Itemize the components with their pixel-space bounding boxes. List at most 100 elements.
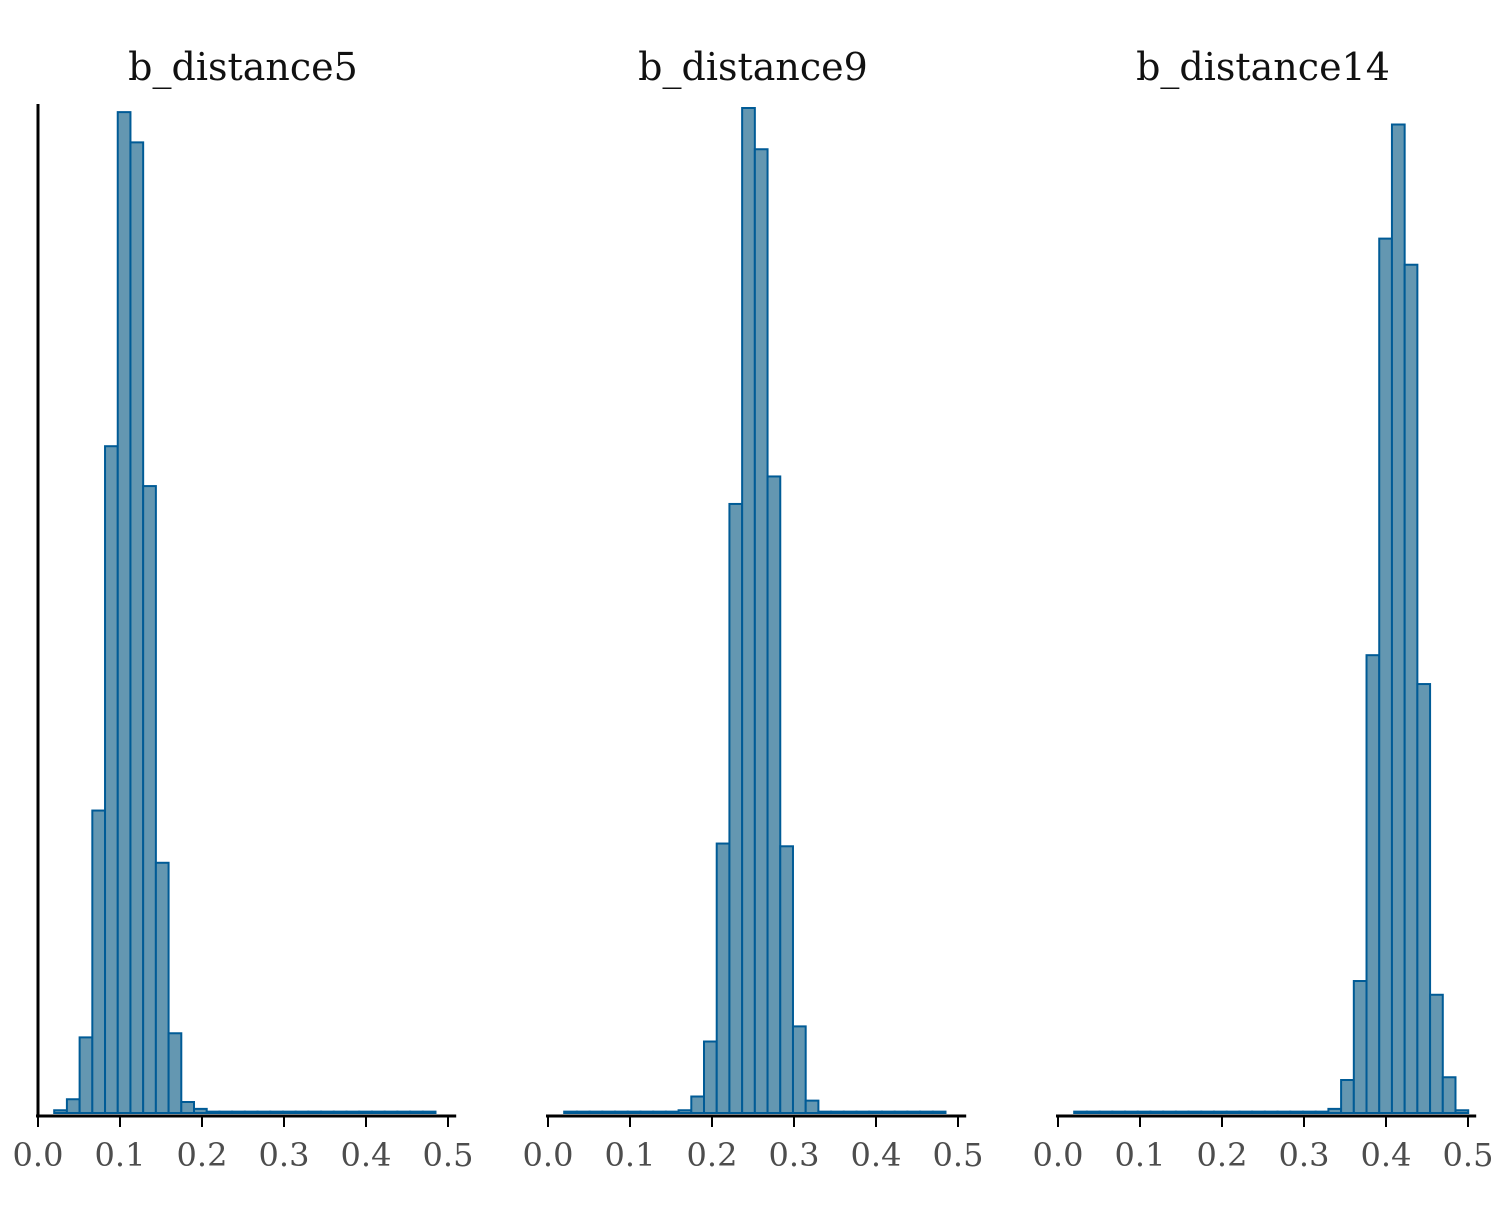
histogram-bar bbox=[919, 1110, 934, 1114]
histogram-bar bbox=[614, 1110, 629, 1114]
x-tick-label: 0.0 bbox=[523, 1136, 574, 1174]
panel-title: b_distance14 bbox=[1136, 45, 1390, 90]
x-tick-label: 0.2 bbox=[177, 1136, 228, 1174]
histogram-bar bbox=[167, 1032, 183, 1114]
histogram-bar bbox=[817, 1110, 833, 1114]
histogram-bar bbox=[1213, 1110, 1228, 1114]
histogram-bar bbox=[1390, 123, 1406, 1115]
histogram-bar bbox=[218, 1110, 234, 1114]
histogram-bar bbox=[766, 475, 782, 1114]
x-tick-label: 0.4 bbox=[341, 1136, 392, 1174]
histogram-bar bbox=[1111, 1110, 1127, 1114]
panel-1: b_distance5 0.0 0.1 0.2 0.3 0.4 0.5 bbox=[13, 45, 474, 1174]
histogram-bar bbox=[1365, 654, 1381, 1114]
histogram-bar bbox=[855, 1110, 871, 1114]
histogram-bar bbox=[269, 1110, 284, 1114]
x-tick-label: 0.5 bbox=[933, 1136, 984, 1174]
histogram-bar bbox=[180, 1101, 196, 1114]
x-tick-label: 0.1 bbox=[95, 1136, 146, 1174]
bars bbox=[563, 107, 947, 1115]
histogram-bar bbox=[677, 1109, 693, 1115]
bars bbox=[53, 111, 437, 1115]
histogram-bar bbox=[205, 1110, 221, 1114]
histogram-bar bbox=[1162, 1110, 1177, 1114]
histogram-bar bbox=[1403, 263, 1419, 1114]
histogram-bar bbox=[1289, 1110, 1304, 1114]
x-tick-label: 0.3 bbox=[259, 1136, 310, 1174]
x-tick-label: 0.1 bbox=[605, 1136, 656, 1174]
histogram-bar bbox=[639, 1110, 655, 1114]
histogram-bar bbox=[906, 1110, 922, 1114]
histogram-bar bbox=[154, 861, 170, 1114]
histogram-bar bbox=[868, 1110, 883, 1114]
histogram-bar bbox=[142, 485, 157, 1114]
histogram-bar bbox=[804, 1099, 820, 1115]
histogram-bar bbox=[307, 1110, 323, 1114]
histogram-bar bbox=[715, 842, 731, 1114]
histogram-bar bbox=[281, 1110, 297, 1114]
histogram-bar bbox=[1238, 1110, 1254, 1114]
histogram-bar bbox=[1378, 237, 1393, 1114]
histogram-bar bbox=[1327, 1107, 1343, 1114]
histogram-bar bbox=[1441, 1076, 1457, 1114]
histogram-bar bbox=[358, 1110, 373, 1114]
bars bbox=[1073, 123, 1470, 1115]
histogram-bar bbox=[421, 1110, 437, 1114]
histogram-bar bbox=[1314, 1110, 1330, 1114]
histogram-bar bbox=[842, 1110, 858, 1114]
x-tick-label: 0.2 bbox=[1197, 1136, 1248, 1174]
histogram-bar bbox=[91, 809, 107, 1114]
histogram-bar bbox=[345, 1110, 361, 1114]
histogram-bar bbox=[1251, 1110, 1266, 1114]
histogram-bar bbox=[779, 845, 794, 1115]
histogram-bar bbox=[294, 1110, 310, 1114]
histogram-bar bbox=[1085, 1110, 1101, 1114]
histogram-bar bbox=[1340, 1079, 1355, 1115]
histogram-bar bbox=[129, 141, 145, 1114]
histogram-bar bbox=[370, 1110, 386, 1114]
histogram-bar bbox=[256, 1110, 272, 1114]
histogram-bar bbox=[1149, 1110, 1165, 1114]
histogram-bar bbox=[728, 502, 744, 1114]
histogram-bar bbox=[1263, 1110, 1279, 1114]
histogram-bar bbox=[1416, 683, 1432, 1114]
histogram-bar bbox=[652, 1110, 667, 1114]
histogram-bar bbox=[880, 1110, 896, 1114]
histogram-bar bbox=[1136, 1110, 1152, 1114]
histogram-bar bbox=[931, 1110, 947, 1114]
histogram-bar bbox=[703, 1040, 718, 1115]
x-tick-label: 0.4 bbox=[1361, 1136, 1412, 1174]
histogram-bar bbox=[231, 1110, 246, 1114]
panel-title: b_distance9 bbox=[638, 45, 868, 90]
histogram-bar bbox=[193, 1107, 208, 1114]
histogram-bar bbox=[78, 1036, 94, 1114]
histogram-bar bbox=[396, 1110, 412, 1114]
histogram-bar bbox=[690, 1095, 706, 1115]
histogram-bar bbox=[601, 1110, 617, 1114]
histogram-bar bbox=[409, 1110, 424, 1114]
x-tick-label: 0.5 bbox=[1443, 1136, 1494, 1174]
panel-title: b_distance5 bbox=[128, 45, 358, 90]
histogram-bar bbox=[1454, 1109, 1470, 1115]
histogram-bar bbox=[664, 1110, 680, 1114]
histogram-bar bbox=[320, 1110, 335, 1114]
histogram-bar bbox=[1301, 1110, 1317, 1114]
x-tick-label: 0.1 bbox=[1115, 1136, 1166, 1174]
x-tick-label: 0.2 bbox=[687, 1136, 738, 1174]
histogram-bar bbox=[791, 1025, 807, 1114]
histogram-bar bbox=[1276, 1110, 1292, 1114]
histogram-bar bbox=[1225, 1110, 1241, 1114]
histogram-bar bbox=[830, 1110, 845, 1114]
histogram-bar bbox=[626, 1110, 642, 1114]
histogram-bar bbox=[753, 148, 769, 1114]
x-tick-label: 0.0 bbox=[1033, 1136, 1084, 1174]
histogram-bar bbox=[741, 107, 756, 1114]
x-tick-label: 0.0 bbox=[13, 1136, 64, 1174]
histogram-bar bbox=[1187, 1110, 1203, 1114]
panel-2: b_distance9 0.0 0.1 0.2 0.3 0.4 0.5 bbox=[523, 45, 984, 1174]
x-tick-label: 0.3 bbox=[1279, 1136, 1330, 1174]
histogram-bar bbox=[116, 111, 132, 1114]
histogram-bar bbox=[53, 1109, 68, 1115]
